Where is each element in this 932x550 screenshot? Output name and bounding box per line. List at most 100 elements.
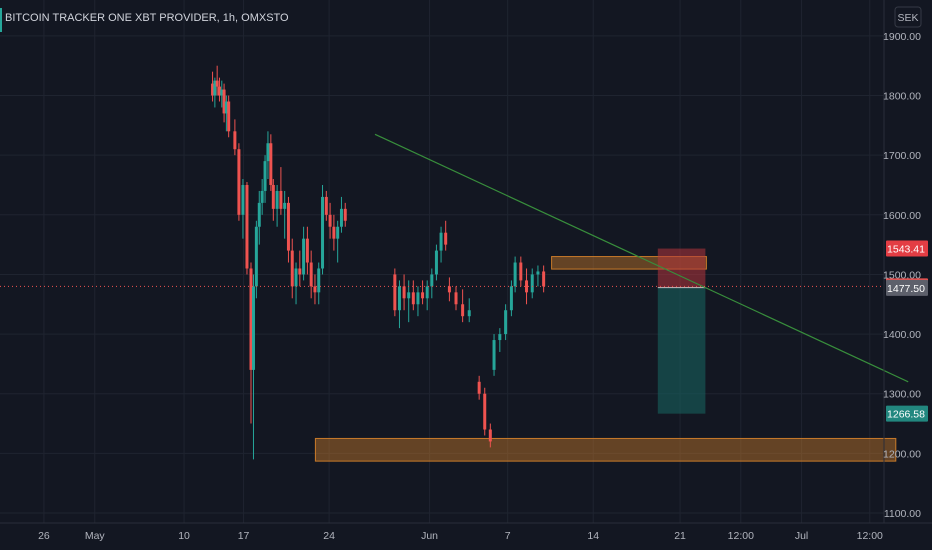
short-stop-area xyxy=(657,248,706,288)
candle-body xyxy=(411,292,415,305)
candle-body xyxy=(434,250,438,275)
candle-body xyxy=(504,310,508,335)
prev-close-badge xyxy=(886,279,928,296)
candle-body xyxy=(245,184,249,269)
candle-body xyxy=(444,232,448,245)
candle-body xyxy=(525,280,529,293)
candle-body xyxy=(283,202,287,209)
candle-body xyxy=(477,381,481,394)
chart-title[interactable]: BITCOIN TRACKER ONE XBT PROVIDER, 1h, OM… xyxy=(5,12,289,24)
x-tick-label: May xyxy=(85,530,106,542)
candle-body xyxy=(425,286,429,299)
candle-body xyxy=(294,268,298,287)
y-tick-label: 1900.00 xyxy=(883,31,921,43)
candle-body xyxy=(260,190,264,203)
candles xyxy=(211,65,546,460)
candle-body xyxy=(317,268,321,293)
y-tick-label: 1600.00 xyxy=(883,210,921,222)
candle-body xyxy=(498,334,502,341)
x-tick-label: 14 xyxy=(587,530,599,542)
candle-body xyxy=(416,292,420,305)
candle-body xyxy=(290,250,294,287)
candle-body xyxy=(224,101,228,114)
candle-body xyxy=(454,292,458,305)
candle-body xyxy=(249,268,253,370)
trendline xyxy=(374,133,909,383)
candle-body xyxy=(328,214,332,227)
symbol-marker xyxy=(0,8,2,32)
candle-body xyxy=(439,232,443,251)
overlays xyxy=(0,133,909,383)
x-tick-label: 21 xyxy=(674,530,686,542)
candle-body xyxy=(269,143,273,185)
candle-body xyxy=(467,310,471,317)
candle-body xyxy=(332,226,336,239)
candle-body xyxy=(461,304,465,317)
candle-body xyxy=(488,429,492,442)
target-price-badge-text: 1266.58 xyxy=(887,409,925,421)
x-tick-label: 17 xyxy=(238,530,250,542)
candle-body xyxy=(336,226,340,239)
candle-body xyxy=(447,286,451,293)
x-tick-label: Jun xyxy=(421,530,438,542)
candle-body xyxy=(309,262,313,287)
candle-body xyxy=(213,80,217,96)
candle-body xyxy=(542,271,546,287)
price-axis[interactable]: 1100.001200.001300.001400.001500.001600.… xyxy=(883,31,921,520)
candle-body xyxy=(483,393,487,430)
candle-body xyxy=(509,286,513,311)
candle-body xyxy=(275,190,279,209)
candle-body xyxy=(402,286,406,299)
candle-body xyxy=(271,184,275,209)
candle-body xyxy=(519,262,523,281)
prev-close-badge-text: 1477.50 xyxy=(887,283,925,295)
candle-body xyxy=(211,83,215,96)
candle-body xyxy=(215,80,219,87)
support-zone xyxy=(314,437,897,462)
candle-body xyxy=(492,340,496,370)
candle-body xyxy=(263,161,267,191)
candle-body xyxy=(430,274,434,287)
candle-body xyxy=(257,202,261,227)
candle-body xyxy=(536,271,540,275)
candle-body xyxy=(324,196,328,215)
time-axis[interactable]: 26 May 10 17 24 Jun 7 14 21 12:00 Jul 12:00 xyxy=(38,530,883,542)
candle-body xyxy=(220,89,224,96)
y-tick-label: 1400.00 xyxy=(883,329,921,341)
candle-body xyxy=(305,238,309,263)
candle-body xyxy=(227,101,231,132)
short-target-area xyxy=(657,287,706,414)
y-tick-label: 1300.00 xyxy=(883,389,921,401)
candle-body xyxy=(397,286,401,311)
candle-body xyxy=(302,238,306,275)
candle-body xyxy=(266,143,270,162)
y-tick-label: 1100.00 xyxy=(884,508,921,520)
x-tick-label: 10 xyxy=(178,530,190,542)
x-tick-label: 24 xyxy=(323,530,335,542)
x-tick-label: 7 xyxy=(505,530,511,542)
candle-body xyxy=(222,89,226,114)
candle-body xyxy=(530,274,534,293)
stop-price-badge-text: 1543.41 xyxy=(887,244,925,256)
stop-price-badge xyxy=(886,240,928,257)
candle-body xyxy=(237,149,241,215)
candle-body xyxy=(421,292,425,299)
candle-body xyxy=(407,292,411,299)
y-tick-label: 1800.00 xyxy=(883,91,921,103)
x-tick-label: 12:00 xyxy=(728,530,754,542)
y-tick-label: 1700.00 xyxy=(883,150,921,162)
target-price-badge xyxy=(886,405,928,422)
candle-body xyxy=(251,286,255,370)
candle-body xyxy=(393,274,397,311)
candle-body xyxy=(513,262,517,287)
candle-body xyxy=(254,226,258,287)
candle-body xyxy=(241,184,245,215)
candle-body xyxy=(321,196,325,269)
currency-button[interactable] xyxy=(894,6,922,28)
x-tick-label: 12:00 xyxy=(857,530,883,542)
x-tick-label: 26 xyxy=(38,530,50,542)
